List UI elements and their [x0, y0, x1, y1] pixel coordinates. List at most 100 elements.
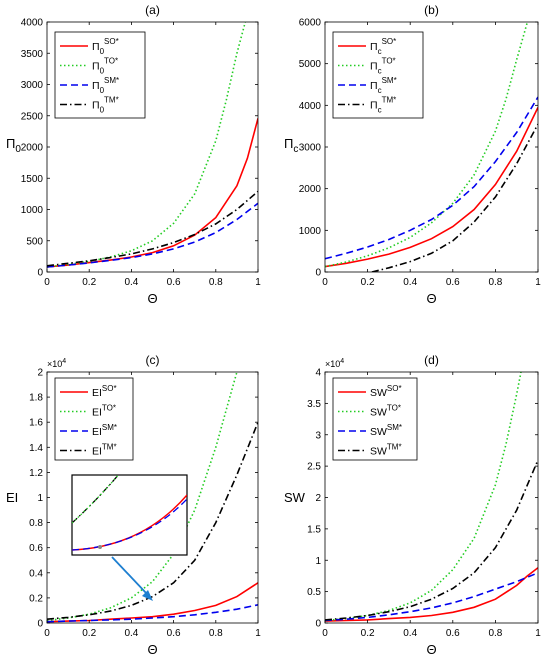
inset-frame	[71, 474, 188, 556]
x-tick-label: 0.2	[361, 628, 375, 639]
y-tick-label: 0	[37, 619, 43, 630]
panel-label: (c)	[146, 353, 160, 367]
series-line-ΠcTM*	[371, 123, 538, 272]
y-tick-label: 2500	[21, 111, 44, 122]
legend-sub: 0	[100, 67, 105, 76]
series-line-Π0TO*	[47, 22, 247, 268]
series-line-Π0SM*	[47, 202, 258, 268]
legend: SWSO*SWTO*SWSM*SWTM*	[332, 377, 418, 461]
y-tick-label: 0	[315, 268, 321, 279]
y-axis-label-sub: c	[293, 144, 298, 155]
y-axis-label-sub: 0	[15, 144, 21, 155]
x-tick-label: 0.4	[124, 628, 138, 639]
series-line-ΠcSO*	[325, 107, 538, 268]
legend: EISO*EITO*EISM*EITM*	[54, 377, 134, 461]
legend-sup: TM*	[387, 443, 402, 452]
legend-sup: SO*	[387, 384, 402, 393]
legend-sub: c	[378, 67, 382, 76]
x-tick-label: 0.8	[488, 277, 502, 288]
series-line-SWSO*	[325, 567, 538, 622]
y-tick-label: 4000	[299, 101, 322, 112]
legend-sub: 0	[100, 86, 105, 95]
y-tick-label: 0.4	[29, 568, 43, 579]
y-tick-label: 6000	[299, 18, 322, 29]
inset-curve-tm	[72, 475, 120, 524]
legend-sup: SM*	[104, 76, 119, 85]
y-tick-label: 4000	[21, 18, 44, 29]
legend-sup: TM*	[382, 96, 397, 105]
x-tick-label: 0.8	[488, 628, 502, 639]
series-line-ΠcSM*	[325, 96, 538, 260]
panel-c: 0 0.2 0.4 0.6 0.8 1 0 0.2 0.4 0.6 0.8 1 1.2 1.4 1.6 1.8…	[6, 353, 261, 657]
y-tick-label: 2.5	[307, 462, 321, 473]
legend-sup: TO*	[387, 404, 401, 413]
panel-b: 0 0.2 0.4 0.6 0.8 1 0 1000 2000 3000 4000 5000 6000 (…	[284, 3, 541, 306]
y-tick-label: 4	[315, 368, 321, 379]
x-tick-label: 0.2	[82, 628, 96, 639]
y-tick-label: 2000	[21, 143, 44, 154]
legend-sup: SM*	[102, 423, 117, 432]
x-tick-label: 0.2	[82, 277, 96, 288]
y-tick-label: 0	[37, 268, 43, 279]
legend-sub: 0	[100, 106, 105, 115]
y-tick-label: 1.8	[29, 393, 43, 404]
zoom-arrow-shaft	[111, 556, 148, 595]
y-tick-label: 2	[315, 493, 321, 504]
y-tick-label: 0	[315, 619, 321, 630]
y-axis-label: Π0	[6, 136, 21, 155]
x-tick-label: 0	[322, 277, 328, 288]
inset-curve-sm	[72, 498, 187, 551]
x-tick-label: 1	[255, 277, 261, 288]
y-tick-label: 1000	[299, 226, 322, 237]
series-line-Π0SO*	[47, 118, 258, 268]
y-tick-label: 1000	[21, 205, 44, 216]
x-tick-label: 0.6	[446, 277, 460, 288]
x-tick-label: 0.4	[124, 277, 138, 288]
y-tick-label: 3000	[21, 80, 44, 91]
x-tick-label: 0.4	[403, 628, 417, 639]
y-tick-label: 1	[37, 493, 43, 504]
panel-label: (b)	[424, 3, 439, 17]
y-tick-label: 1	[315, 556, 321, 567]
x-tick-label: 1	[535, 628, 541, 639]
legend-sup: TM*	[104, 96, 119, 105]
panel-label: (a)	[145, 3, 160, 17]
y-tick-label: 0.6	[29, 543, 43, 554]
y-exponent-power: 4	[62, 358, 66, 365]
y-exponent-label: ×104	[325, 358, 344, 369]
y-tick-label: 2	[37, 368, 43, 379]
inset-point	[98, 545, 102, 549]
y-axis-label: EI	[6, 490, 18, 505]
series-line-SWSM*	[325, 572, 538, 622]
x-tick-label: 1	[255, 628, 261, 639]
x-tick-label: 0	[44, 628, 50, 639]
legend-sup: TM*	[102, 443, 117, 452]
series-line-EITM*	[47, 421, 258, 620]
series-line-ΠcTO*	[325, 22, 529, 268]
legend-sub: c	[378, 86, 382, 95]
x-axis-label: Θ	[426, 291, 436, 306]
series-line-EITO*	[47, 372, 238, 622]
legend-sub: 0	[100, 47, 105, 56]
x-tick-label: 0.2	[361, 277, 375, 288]
x-axis-label: Θ	[147, 291, 157, 306]
x-tick-label: 1	[535, 277, 541, 288]
y-tick-label: 3.5	[307, 399, 321, 410]
legend-sub: c	[378, 47, 382, 56]
y-axis-label: Πc	[284, 136, 298, 155]
x-tick-label: 0.6	[446, 628, 460, 639]
y-exponent-label: ×104	[47, 358, 66, 369]
legend-sup: TO*	[382, 57, 396, 66]
y-tick-label: 2000	[299, 184, 322, 195]
y-tick-label: 1500	[21, 174, 44, 185]
panel-d: 0 0.2 0.4 0.6 0.8 100.511.522.533.54×104 (d)ΘS…	[284, 353, 541, 657]
y-tick-label: 1.6	[29, 418, 43, 429]
y-tick-label: 3000	[299, 143, 322, 154]
y-tick-label: 5000	[299, 59, 322, 70]
legend-sup: SO*	[382, 37, 397, 46]
series-line-EISM*	[47, 604, 258, 623]
panel-label: (d)	[424, 353, 439, 367]
legend-sup: SM*	[387, 423, 402, 432]
y-exponent-power: 4	[340, 358, 344, 365]
